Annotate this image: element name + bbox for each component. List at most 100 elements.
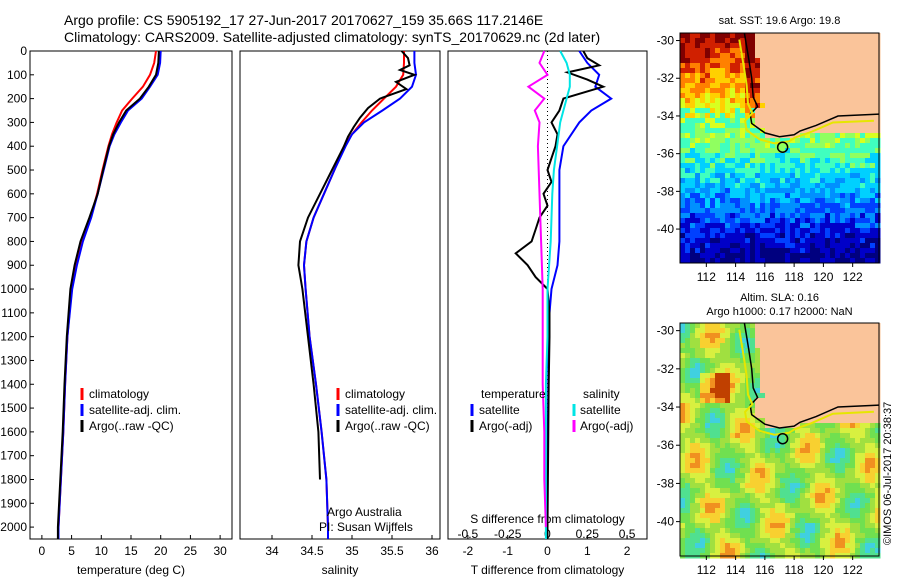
map-cell: [875, 508, 881, 514]
map-cell: [730, 203, 736, 209]
map-cell: [840, 153, 846, 159]
map-cell: [765, 128, 771, 134]
map-cell: [760, 33, 766, 39]
map-cell: [700, 98, 706, 104]
map-cell: [750, 353, 756, 359]
map-cell: [845, 538, 851, 544]
map-cell: [875, 478, 881, 484]
map-cell: [730, 248, 736, 254]
map-cell: [720, 243, 726, 249]
map-cell: [710, 343, 716, 349]
map-cell: [760, 153, 766, 159]
map-cell: [720, 233, 726, 239]
map-cell: [770, 333, 776, 339]
map-cell: [740, 243, 746, 249]
map-cell: [850, 258, 856, 264]
map-cell: [705, 188, 711, 194]
map-cell: [765, 228, 771, 234]
map-cell: [770, 193, 776, 199]
y-tick-label: 1100: [1, 306, 27, 320]
map-cell: [765, 133, 771, 139]
map-cell: [765, 458, 771, 464]
map-cell: [710, 198, 716, 204]
map-cell: [755, 153, 761, 159]
map-cell: [745, 58, 751, 64]
map-cell: [720, 453, 726, 459]
map-cell: [860, 353, 866, 359]
map-cell: [705, 58, 711, 64]
map-cell: [815, 153, 821, 159]
map-cell: [830, 208, 836, 214]
map-cell: [770, 528, 776, 534]
map-cell: [685, 543, 691, 549]
map-cell: [740, 448, 746, 454]
map-cell: [680, 493, 686, 499]
map-cell: [855, 78, 861, 84]
map-cell: [830, 433, 836, 439]
map-cell: [865, 413, 871, 419]
map-cell: [780, 393, 786, 399]
map-cell: [810, 153, 816, 159]
map-cell: [875, 373, 881, 379]
map-cell: [850, 458, 856, 464]
map-cell: [720, 343, 726, 349]
map-cell: [710, 413, 716, 419]
map-cell: [700, 483, 706, 489]
map-cell: [785, 418, 791, 424]
map-cell: [710, 378, 716, 384]
map-cell: [840, 83, 846, 89]
map-cell: [810, 213, 816, 219]
map-cell: [870, 193, 876, 199]
map-cell: [730, 168, 736, 174]
map-cell: [750, 473, 756, 479]
map-cell: [760, 93, 766, 99]
map-cell: [760, 323, 766, 329]
map-cell: [795, 373, 801, 379]
map-cell: [735, 93, 741, 99]
map-cell: [840, 68, 846, 74]
map-cell: [740, 103, 746, 109]
map-cell: [755, 438, 761, 444]
map-cell: [845, 228, 851, 234]
map-cell: [870, 148, 876, 154]
map-cell: [700, 538, 706, 544]
map-cell: [740, 523, 746, 529]
map-cell: [715, 108, 721, 114]
map-cell: [755, 163, 761, 169]
map-cell: [865, 438, 871, 444]
map-cell: [830, 193, 836, 199]
map-cell: [685, 353, 691, 359]
map-cell: [745, 258, 751, 264]
map-cell: [800, 353, 806, 359]
map-cell: [725, 508, 731, 514]
map-cell: [845, 243, 851, 249]
map-cell: [785, 453, 791, 459]
map-cell: [875, 528, 881, 534]
map-cell: [865, 68, 871, 74]
map-cell: [775, 343, 781, 349]
map-cell: [775, 418, 781, 424]
map-cell: [825, 498, 831, 504]
map-cell: [765, 63, 771, 69]
map-cell: [770, 508, 776, 514]
map-cell: [775, 323, 781, 329]
map-cell: [815, 343, 821, 349]
map-cell: [850, 253, 856, 259]
map-cell: [810, 228, 816, 234]
map-cell: [785, 458, 791, 464]
map-cell: [750, 363, 756, 369]
map-cell: [865, 208, 871, 214]
map-cell: [810, 218, 816, 224]
map-cell: [825, 383, 831, 389]
map-cell: [800, 118, 806, 124]
map-cell: [780, 338, 786, 344]
map-cell: [800, 153, 806, 159]
map-cell: [855, 228, 861, 234]
map-cell: [745, 208, 751, 214]
map-cell: [825, 328, 831, 334]
map-cell: [870, 153, 876, 159]
map-cell: [685, 208, 691, 214]
legend-entry: satellite-adj. clim.: [345, 403, 437, 417]
map-cell: [860, 408, 866, 414]
map-cell: [720, 458, 726, 464]
